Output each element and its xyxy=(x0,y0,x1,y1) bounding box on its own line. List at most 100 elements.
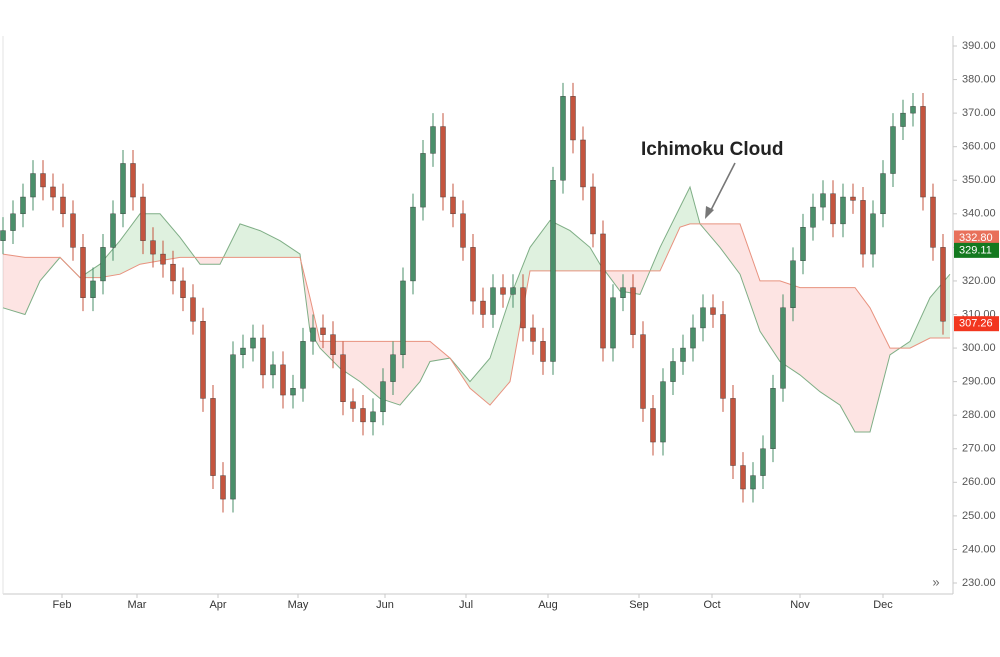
candle-body xyxy=(400,280,406,355)
candle-body xyxy=(0,230,6,241)
candle-body xyxy=(600,233,606,349)
candle-body xyxy=(650,408,656,443)
candle-body xyxy=(240,347,246,355)
x-tick-label: Dec xyxy=(873,599,893,611)
y-tick-label: 380.00 xyxy=(962,73,996,85)
candle-body xyxy=(360,408,366,423)
candle-body xyxy=(660,381,666,443)
candle-body xyxy=(170,263,176,282)
candle-body xyxy=(620,287,626,298)
candle-body xyxy=(870,213,876,255)
annotation: Ichimoku Cloud xyxy=(641,139,784,160)
cloud-fill xyxy=(400,341,420,406)
candle-body xyxy=(60,196,66,215)
cloud-fill xyxy=(510,247,530,382)
candle-body xyxy=(300,341,306,389)
cloud-fill xyxy=(430,341,450,362)
candle-body xyxy=(250,337,256,349)
candle-body xyxy=(580,139,586,188)
candle-body xyxy=(370,411,376,423)
candle-body xyxy=(690,327,696,349)
candle-body xyxy=(800,227,806,262)
x-tick-label: Jun xyxy=(376,599,394,611)
candle-body xyxy=(810,206,816,228)
x-tick-label: Aug xyxy=(538,599,558,611)
candle-body xyxy=(820,193,826,208)
candle-body xyxy=(630,287,636,335)
x-tick-label: Apr xyxy=(209,599,226,611)
candle-body xyxy=(260,337,266,376)
candle-body xyxy=(460,213,466,248)
candle-body xyxy=(790,260,796,308)
candle-body xyxy=(770,388,776,449)
x-tick-label: Mar xyxy=(128,599,147,611)
candle-body xyxy=(10,213,16,231)
cloud-fill xyxy=(800,287,820,392)
candle-body xyxy=(220,475,226,500)
cloud-fill xyxy=(240,223,260,258)
candle-body xyxy=(480,300,486,315)
candle-body xyxy=(110,213,116,248)
cloud-fill xyxy=(910,297,930,349)
candle-body xyxy=(500,287,506,295)
cloud-fill xyxy=(680,186,690,228)
y-tick-label: 280.00 xyxy=(962,409,996,421)
candle-body xyxy=(850,196,856,201)
candle-body xyxy=(560,96,566,181)
cloud-fill xyxy=(720,223,740,275)
candle-body xyxy=(720,314,726,399)
candle-body xyxy=(160,253,166,265)
candle-body xyxy=(910,106,916,114)
price-label-bg xyxy=(954,242,999,258)
span-b-line xyxy=(2,223,950,406)
cloud-fill xyxy=(470,358,490,406)
candle-body xyxy=(540,341,546,362)
candle-body xyxy=(450,196,456,215)
candle-body xyxy=(730,398,736,466)
candle-body xyxy=(570,96,576,141)
cloud-fill xyxy=(740,223,760,332)
y-tick-label: 240.00 xyxy=(962,543,996,555)
candle-body xyxy=(890,126,896,174)
candle-body xyxy=(80,247,86,298)
candle-body xyxy=(140,196,146,241)
candle-body xyxy=(320,327,326,335)
cloud-fill xyxy=(360,341,380,399)
candle-body xyxy=(610,297,616,349)
cloud-fill xyxy=(25,257,40,315)
candle-body xyxy=(40,173,46,188)
candle-body xyxy=(20,196,26,215)
cloud-fill xyxy=(120,213,140,275)
candle-body xyxy=(920,106,926,198)
candle-body xyxy=(190,297,196,322)
annotation-arrow xyxy=(709,162,736,213)
candle-body xyxy=(930,196,936,248)
x-tick-label: Oct xyxy=(703,599,720,611)
cloud-fill xyxy=(260,230,280,258)
candle-body xyxy=(120,163,126,215)
candle-body xyxy=(200,321,206,399)
cloud-fill xyxy=(760,280,780,362)
candle-body xyxy=(640,334,646,409)
cloud-fill xyxy=(530,220,550,271)
candle-body xyxy=(420,153,426,208)
candle-body xyxy=(750,475,756,490)
candle-body xyxy=(150,240,156,255)
candle-body xyxy=(290,388,296,396)
annotation-arrowhead xyxy=(705,206,714,219)
candle-body xyxy=(840,196,846,225)
cloud-fill xyxy=(820,287,840,406)
candle-body xyxy=(180,280,186,298)
candle-body xyxy=(590,186,596,235)
candle-body xyxy=(780,307,786,389)
y-tick-label: 320.00 xyxy=(962,275,996,287)
candle-body xyxy=(90,280,96,298)
scroll-icon[interactable]: » xyxy=(932,574,939,589)
y-tick-label: 270.00 xyxy=(962,443,996,455)
candle-body xyxy=(860,200,866,255)
cloud-fill xyxy=(570,230,590,271)
cloud-fill xyxy=(420,341,430,382)
candle-body xyxy=(350,401,356,409)
price-label: 307.26 xyxy=(959,318,993,330)
